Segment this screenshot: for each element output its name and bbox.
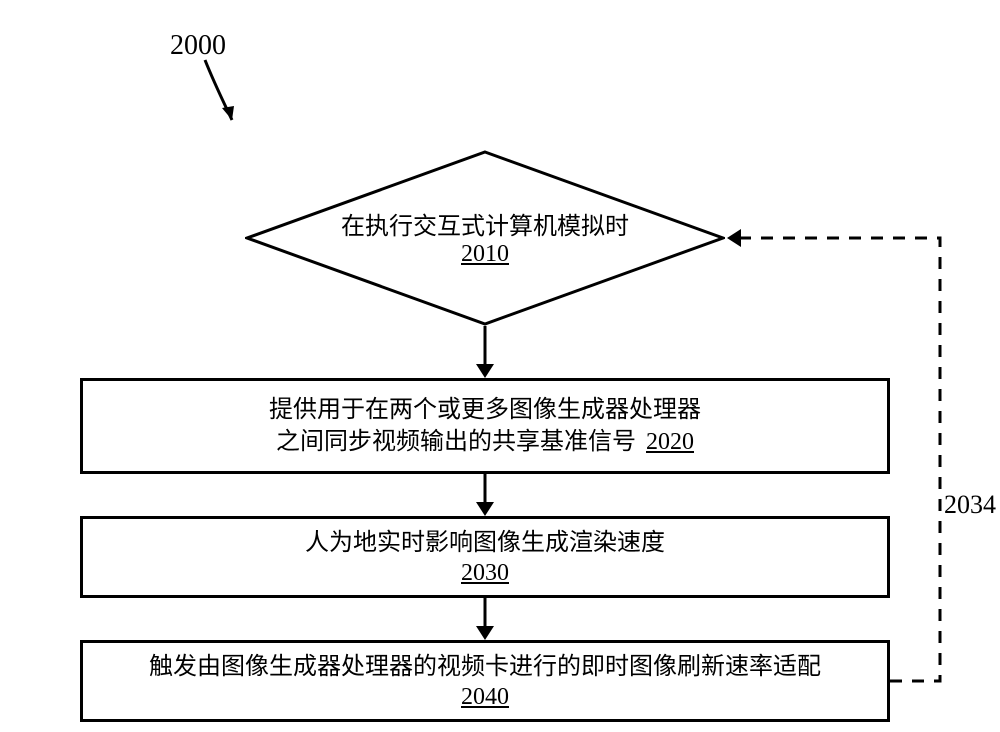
dashed-feedback-loop: [0, 0, 1000, 732]
flowchart-canvas: 2000 在执行交互式计算机模拟时 2010 提供用于在两个或更多图像生成器处理…: [0, 0, 1000, 732]
loop-label-2034: 2034: [944, 490, 996, 520]
